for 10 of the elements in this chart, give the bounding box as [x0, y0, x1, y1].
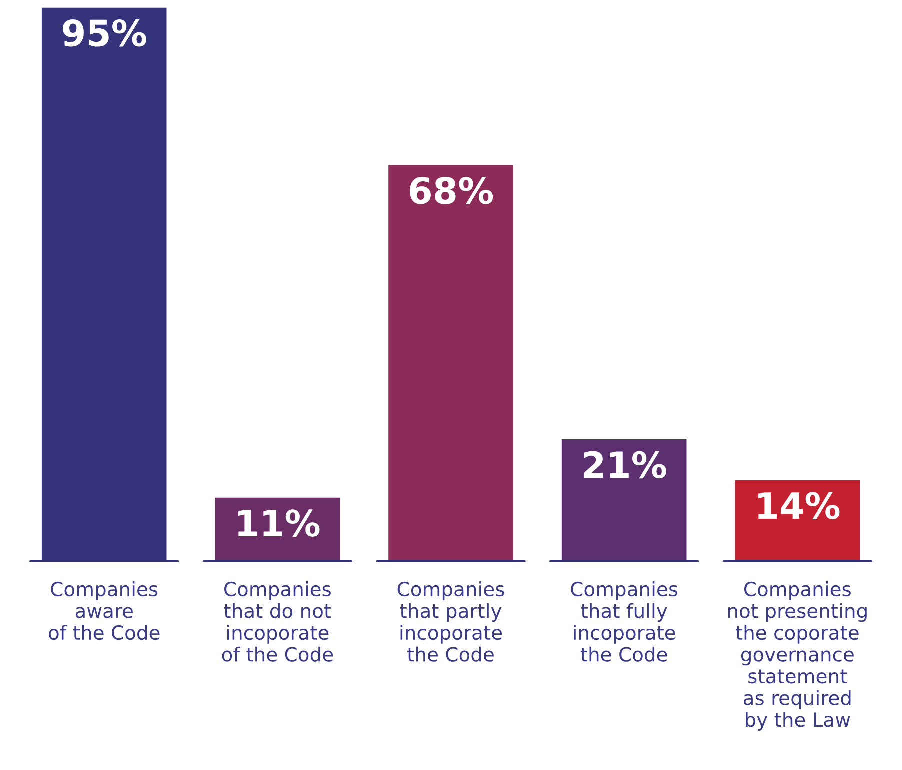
data-label: 21%	[584, 451, 666, 479]
x-tick-label: Companies that do not incoporate of the Code	[222, 582, 334, 662]
x-tick-label: Companies that partly incoporate the Code	[398, 582, 504, 662]
data-label: 14%	[758, 492, 840, 520]
data-label: 11%	[238, 510, 320, 537]
x-tick-label: Companies that fully incoporate the Code	[571, 582, 678, 662]
data-label: 68%	[410, 177, 494, 204]
x-tick-label: Companies aware of the Code	[49, 582, 160, 640]
data-label: 95%	[63, 19, 146, 47]
x-tick-label: Companies not presenting the coporate governance statement as required by the Law	[728, 582, 867, 732]
